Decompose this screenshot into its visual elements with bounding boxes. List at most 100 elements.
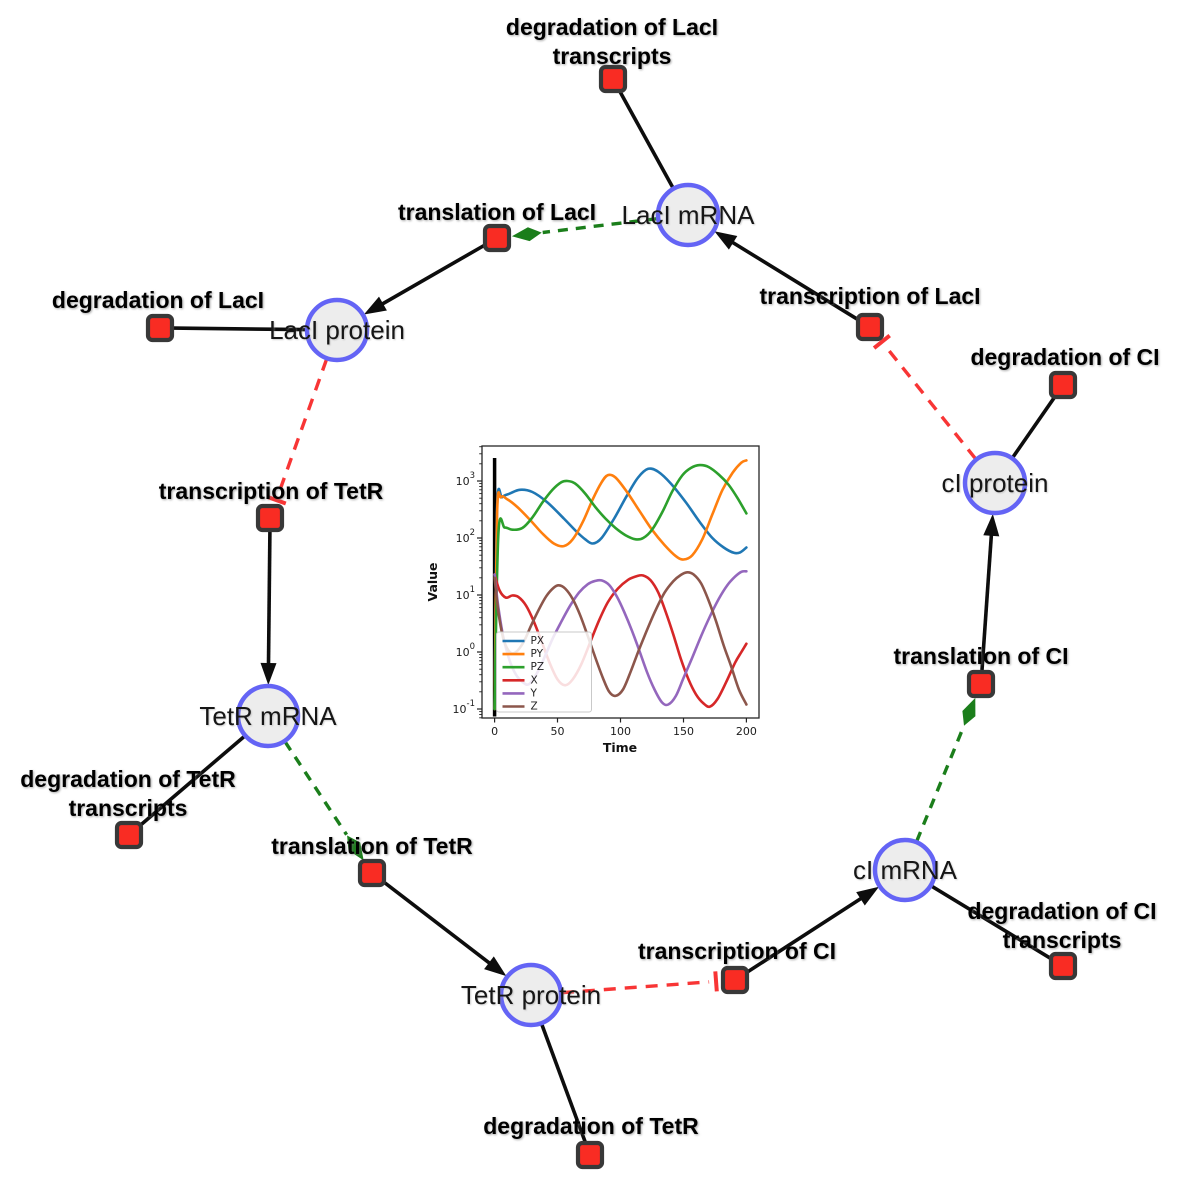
- edge-tetr-protein-deg-tetr: [540, 1023, 588, 1144]
- reaction-node-deg-laci-tx: [598, 64, 628, 94]
- chart-legend-label-Z: Z: [531, 701, 538, 713]
- reaction-label-deg-tetr-tx-line2: transcripts: [69, 795, 188, 821]
- inhibition-tee-icon: [266, 494, 287, 506]
- edge-tetr-protein-tx-ci: [561, 971, 719, 995]
- arrowhead-icon: [983, 513, 1000, 537]
- chart-y-tick-label: 103: [456, 471, 475, 488]
- edges-layer: [137, 89, 1058, 1144]
- species-label-laci-mrna: LacI mRNA: [622, 200, 756, 230]
- chart-legend-label-PY: PY: [531, 648, 544, 660]
- edge-ci-protein-tx-laci: [872, 334, 977, 460]
- edge-tx-laci-laci-mrna: [714, 231, 860, 322]
- chart-legend-label-PX: PX: [531, 635, 545, 647]
- reaction-node-deg-ci: [1048, 370, 1078, 400]
- species-node-tetr-mrna: [235, 683, 301, 749]
- reaction-label-deg-ci-tx-line1: degradation of CI: [967, 898, 1156, 924]
- modifier-arrowhead-icon: [962, 697, 976, 726]
- reaction-node-tr-ci: [966, 669, 996, 699]
- edge-laci-protein-tx-tetr: [266, 358, 329, 506]
- species-node-ci-protein: [962, 450, 1028, 516]
- reaction-label-tr-tetr: translation of TetR: [271, 833, 473, 859]
- species-label-tetr-mrna: TetR mRNA: [199, 701, 337, 731]
- reaction-node-tr-tetr: [357, 858, 387, 888]
- edge-ci-protein-deg-ci: [1011, 394, 1058, 459]
- chart-legend-box: [496, 631, 592, 713]
- arrowhead-icon: [856, 886, 879, 906]
- edge-tx-tetr-tetr-mrna: [260, 531, 277, 685]
- edge-ci-mrna-tr-ci: [915, 697, 976, 842]
- chart-y-tick-label: 101: [456, 585, 475, 602]
- reaction-node-tx-ci: [720, 965, 750, 995]
- species-node-ci-mrna: [872, 837, 938, 903]
- chart-x-tick-label: 100: [610, 725, 631, 738]
- arrowhead-icon: [363, 296, 387, 315]
- species-node-tetr-protein: [498, 962, 564, 1028]
- chart-y-tick-label: 102: [456, 528, 475, 545]
- edge-laci-mrna-tr-laci: [511, 217, 658, 242]
- reaction-label-deg-tetr: degradation of TetR: [483, 1113, 699, 1139]
- chart-x-tick-label: 150: [673, 725, 694, 738]
- chart-legend-label-Y: Y: [530, 687, 538, 699]
- reaction-label-deg-laci-tx-line1: degradation of LacI: [506, 14, 718, 40]
- chart-x-tick-label: 50: [551, 725, 565, 738]
- nodes-layer: [114, 64, 1078, 1170]
- reaction-label-tx-laci: transcription of LacI: [759, 283, 980, 309]
- modifier-arrowhead-icon: [347, 835, 364, 861]
- reaction-node-tx-tetr: [255, 503, 285, 533]
- reaction-node-deg-ci-tx: [1048, 951, 1078, 981]
- edge-ci-mrna-deg-ci-tx: [930, 884, 1053, 961]
- chart-xlabel: Time: [603, 740, 637, 755]
- reaction-node-deg-laci: [145, 313, 175, 343]
- species-label-laci-protein: LacI protein: [269, 315, 405, 345]
- species-label-ci-mrna: cI mRNA: [853, 855, 958, 885]
- chart-series-X: [493, 573, 748, 709]
- chart-x-tick-label: 0: [491, 725, 498, 738]
- edge-tr-ci-ci-protein: [980, 513, 1000, 671]
- reaction-label-deg-ci-tx-line2: transcripts: [1003, 927, 1122, 953]
- chart-x-tick-label: 200: [736, 725, 757, 738]
- species-label-ci-protein: cI protein: [942, 468, 1049, 498]
- species-node-laci-protein: [304, 297, 370, 363]
- chart-series-PZ: [493, 463, 748, 711]
- modifier-arrowhead-icon: [511, 227, 542, 242]
- arrowhead-icon: [484, 956, 507, 977]
- edge-tr-tetr-tetr-protein: [382, 880, 507, 977]
- edge-tetr-mrna-tr-tetr: [283, 740, 364, 861]
- species-node-laci-mrna: [655, 182, 721, 248]
- reaction-label-tr-ci: translation of CI: [893, 643, 1068, 669]
- chart-legend-label-PZ: PZ: [531, 661, 545, 673]
- reaction-label-deg-laci: degradation of LacI: [52, 287, 264, 313]
- reaction-label-deg-ci: degradation of CI: [970, 344, 1159, 370]
- reaction-node-tr-laci: [482, 223, 512, 253]
- reaction-node-tx-laci: [855, 312, 885, 342]
- inhibition-tee-icon: [713, 971, 719, 992]
- edge-tetr-mrna-deg-tetr-tx: [137, 734, 246, 828]
- reaction-node-deg-tetr-tx: [114, 820, 144, 850]
- labels-layer: LacI mRNA LacI protein cI protein TetR mRNA…: [20, 14, 1159, 1139]
- edge-laci-mrna-deg-laci-tx: [617, 89, 675, 189]
- arrowhead-icon: [260, 662, 277, 685]
- reaction-label-deg-laci-tx-line2: transcripts: [553, 43, 672, 69]
- edge-tr-laci-laci-protein: [363, 243, 486, 315]
- reaction-label-deg-tetr-tx-line1: degradation of TetR: [20, 766, 236, 792]
- chart-legend-label-X: X: [531, 674, 538, 686]
- reaction-node-deg-tetr: [575, 1140, 605, 1170]
- chart-y-tick-label: 10-1: [453, 699, 475, 716]
- edge-laci-protein-deg-laci: [172, 326, 307, 332]
- chart-series-Z: [493, 570, 748, 706]
- chart-series-PY: [493, 459, 748, 711]
- arrowhead-icon: [714, 231, 738, 250]
- reaction-label-tx-ci: transcription of CI: [638, 938, 836, 964]
- chart-y-tick-label: 100: [456, 642, 475, 659]
- reaction-label-tr-laci: translation of LacI: [398, 199, 596, 225]
- chart-ylabel: Value: [425, 562, 440, 601]
- edge-tx-ci-ci-mrna: [745, 886, 879, 974]
- inhibition-tee-icon: [872, 334, 891, 350]
- reaction-label-tx-tetr: transcription of TetR: [159, 478, 384, 504]
- chart-series-PX: [493, 467, 748, 711]
- species-label-tetr-protein: TetR protein: [461, 980, 601, 1010]
